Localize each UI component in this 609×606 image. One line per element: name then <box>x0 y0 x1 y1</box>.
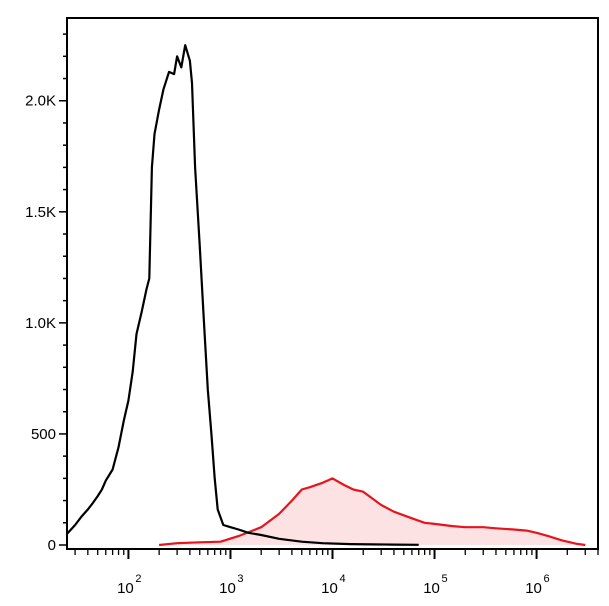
y-tick-label: 500 <box>31 426 56 443</box>
y-tick-label: 0 <box>48 537 56 554</box>
y-tick-label: 2.0K <box>25 93 56 110</box>
x-tick-label: 10 <box>219 580 236 597</box>
x-tick-exponent: 4 <box>339 573 345 585</box>
y-tick-label: 1.5K <box>25 204 56 221</box>
plot-frame <box>66 17 599 550</box>
x-tick-label: 10 <box>525 580 542 597</box>
series-1-line <box>158 477 586 547</box>
x-tick-label: 10 <box>423 580 440 597</box>
series-0-line <box>66 44 419 546</box>
series-1-area <box>159 478 586 545</box>
x-tick-label: 10 <box>321 580 338 597</box>
x-tick-exponent: 2 <box>135 573 141 585</box>
y-axis: 0 500 1.0K 1.5K 2.0K <box>25 33 67 554</box>
x-tick-exponent: 5 <box>441 573 447 585</box>
series-layer <box>66 44 586 547</box>
x-tick-exponent: 6 <box>544 573 550 585</box>
y-tick-label: 1.0K <box>25 315 56 332</box>
x-tick-exponent: 3 <box>237 573 243 585</box>
x-tick-label: 10 <box>117 580 134 597</box>
